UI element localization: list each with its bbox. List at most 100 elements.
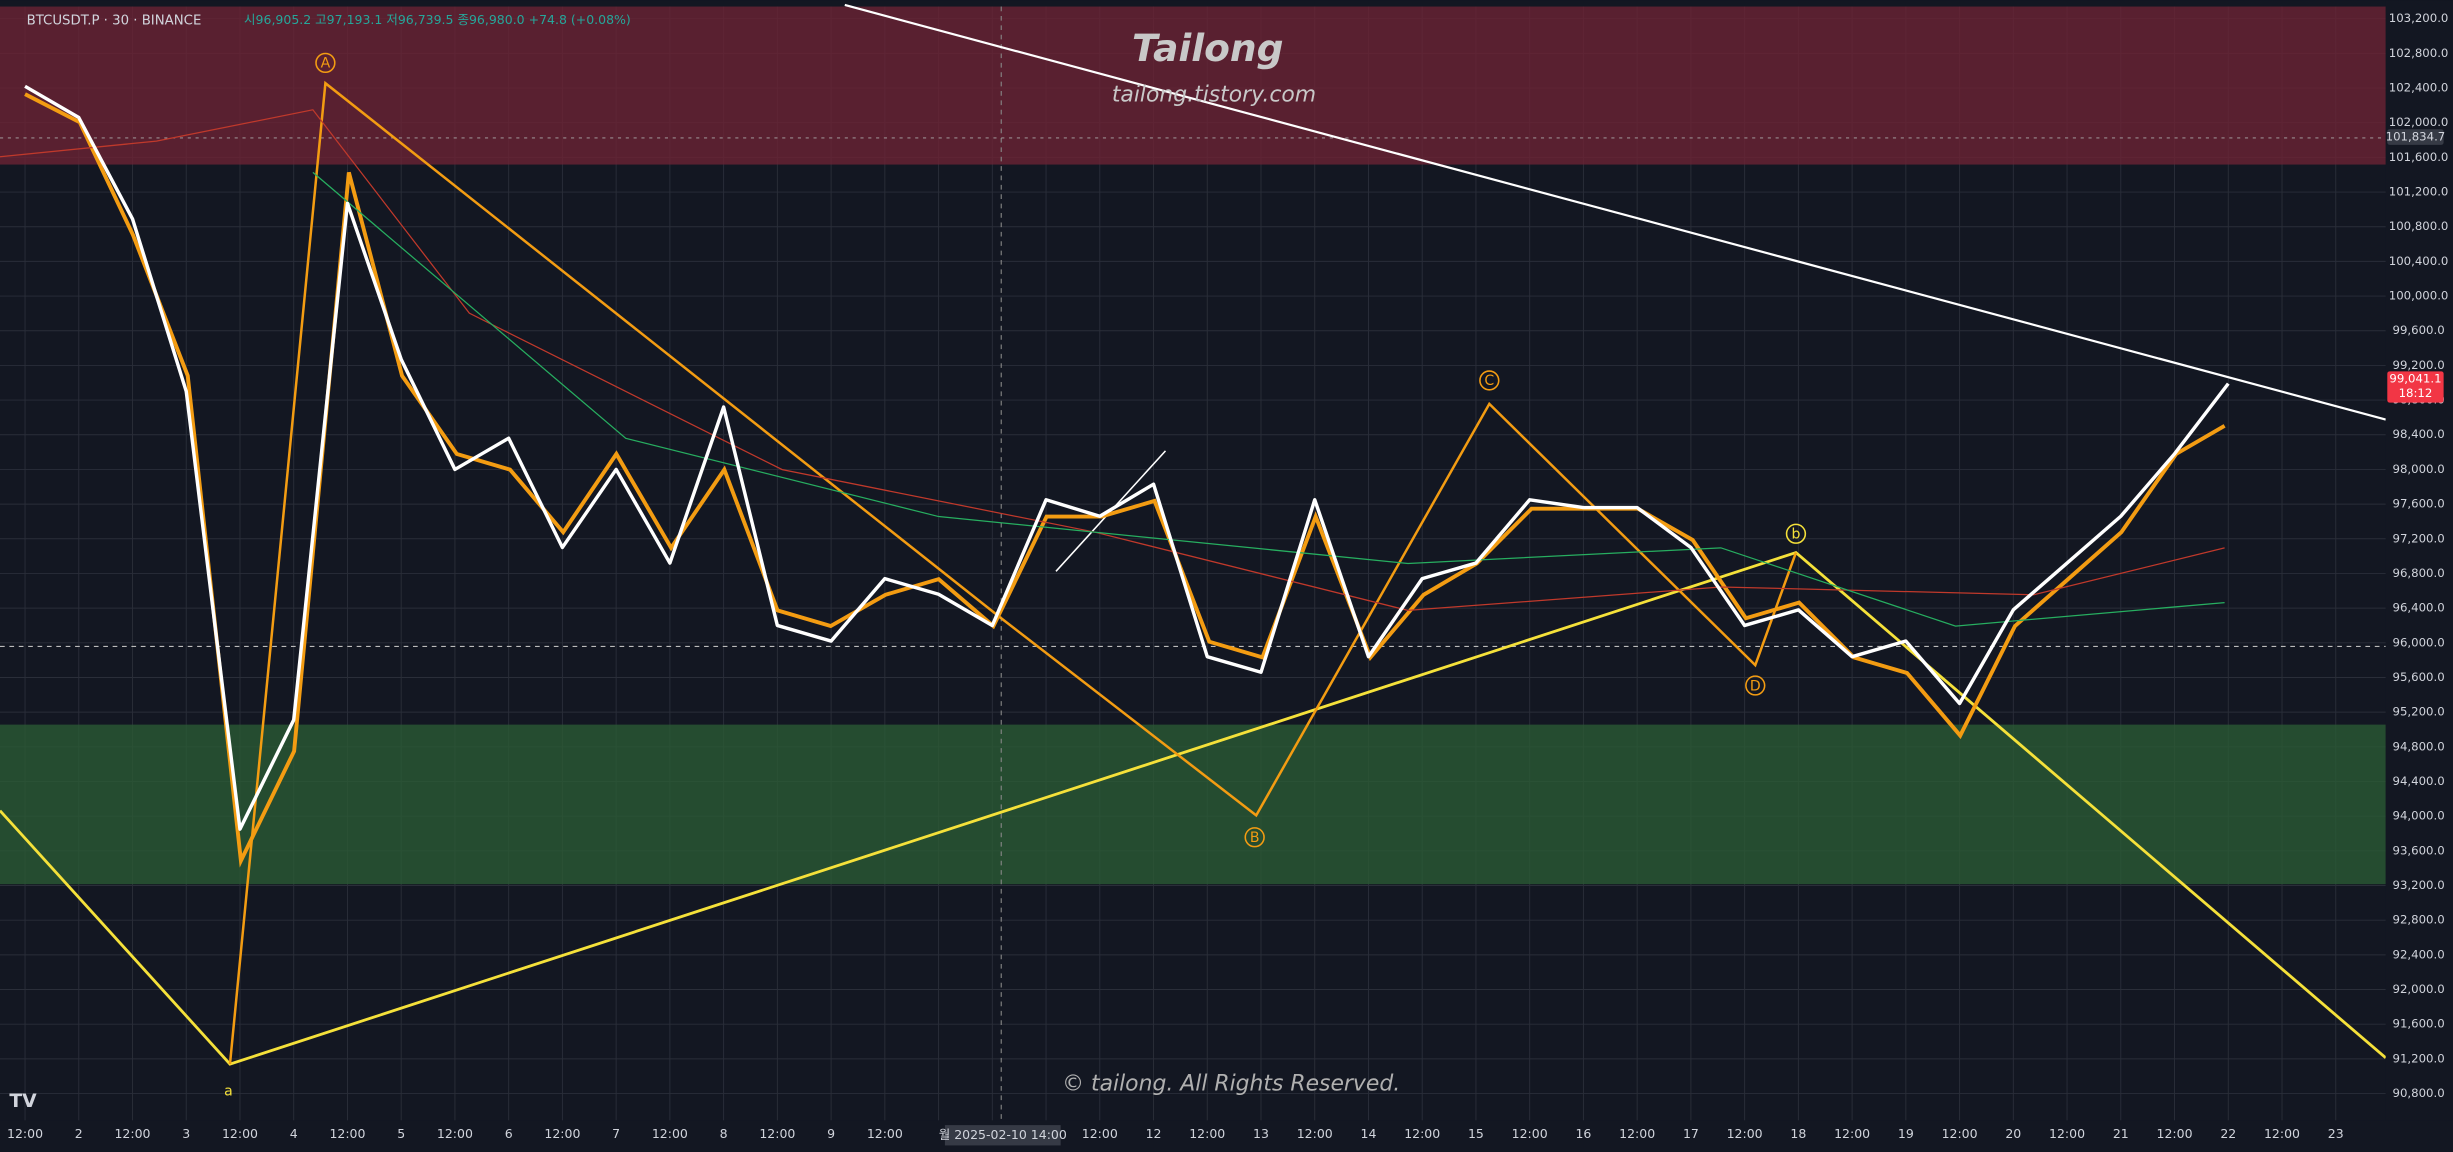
x-tick-label: 12:00 [544, 1126, 580, 1141]
x-tick-label: 7 [612, 1126, 620, 1141]
crosshair-label: 월 2025-02-10 14:00 [939, 1127, 1067, 1142]
y-tick-label: 96,000.0 [2392, 635, 2444, 649]
y-tick-label: 100,000.0 [2389, 289, 2449, 303]
price-line [24, 84, 2230, 831]
ohlc: 시96,905.2 고97,193.1 저96,739.5 종96,980.0 … [244, 12, 631, 27]
y-tick-label: 99,600.0 [2392, 323, 2444, 337]
moving-average-2 [0, 109, 2225, 612]
y-tick-label: 96,800.0 [2392, 566, 2444, 580]
x-tick-label: 9 [827, 1126, 835, 1141]
watermark-url: tailong.tistory.com [1112, 83, 1316, 108]
x-tick-label: 19 [1898, 1126, 1914, 1141]
price-tag [2387, 371, 2444, 403]
y-tick-label: 100,800.0 [2389, 219, 2449, 233]
crosshair-label-bg [944, 1125, 1061, 1146]
x-tick-label: 5 [397, 1126, 405, 1141]
y-tick-label: 91,600.0 [2392, 1017, 2444, 1031]
price-axis [2385, 0, 2453, 1152]
wave-circle [1785, 523, 1807, 544]
y-tick-label: 92,800.0 [2392, 913, 2444, 927]
y-tick-label: 103,200.0 [2389, 11, 2449, 25]
moving-average [24, 92, 2226, 868]
y-tick-label: 100,400.0 [2389, 254, 2449, 268]
triangle-line [0, 550, 2387, 1066]
grid [0, 6, 2386, 1121]
x-tick-label: 12:00 [2264, 1126, 2300, 1141]
wave-line [228, 80, 1798, 1065]
countdown: 18:12 [2399, 386, 2433, 400]
wave-circle [315, 52, 336, 74]
x-tick-label: 6 [505, 1126, 513, 1141]
x-tick-label: 12:00 [2157, 1126, 2193, 1141]
y-tick-label: 102,800.0 [2389, 46, 2449, 60]
y-tick-label: 96,400.0 [2392, 601, 2444, 615]
price-tag-label: 101,834.7 [2386, 130, 2446, 144]
x-tick-label: 23 [2328, 1126, 2344, 1141]
y-tick-label: 101,600.0 [2389, 150, 2449, 164]
price-tag [2387, 129, 2444, 145]
x-tick-label: 12:00 [7, 1126, 43, 1141]
x-tick-label: 16 [1575, 1126, 1591, 1141]
x-tick-label: 14 [1361, 1126, 1377, 1141]
wave-circle [1479, 370, 1500, 391]
y-tick-label: 101,200.0 [2389, 185, 2449, 199]
logo: TV [9, 1091, 37, 1112]
x-tick-label: 12:00 [867, 1126, 903, 1141]
y-tick-label: 91,200.0 [2392, 1051, 2444, 1065]
y-tick-label: 90,800.0 [2392, 1086, 2444, 1100]
x-tick-label: 12:00 [1619, 1126, 1655, 1141]
x-tick-label: 22 [2220, 1126, 2236, 1141]
x-tick-label: 8 [720, 1126, 728, 1141]
x-tick-label: 12:00 [1082, 1126, 1118, 1141]
support-zone [0, 724, 2386, 885]
x-tick-label: 21 [2113, 1126, 2129, 1141]
x-tick-label: 12:00 [759, 1126, 795, 1141]
x-tick-label: 12:00 [1512, 1126, 1548, 1141]
x-tick-label: 3 [182, 1126, 190, 1141]
y-tick-label: 95,200.0 [2392, 705, 2444, 719]
x-tick-label: 12 [1146, 1126, 1162, 1141]
x-tick-label: 12:00 [2049, 1126, 2085, 1141]
wave-label: A [321, 56, 331, 72]
y-tick-label: 95,600.0 [2392, 670, 2444, 684]
x-tick-label: 15 [1468, 1126, 1484, 1141]
y-tick-label: 102,400.0 [2389, 81, 2449, 95]
copyright: © tailong. All Rights Reserved. [1062, 1071, 1400, 1096]
x-tick-label: 12:00 [114, 1126, 150, 1141]
x-tick-label: 12:00 [437, 1126, 473, 1141]
x-tick-label: 12:00 [1834, 1126, 1870, 1141]
y-tick-label: 98,400.0 [2392, 427, 2444, 441]
x-tick-label: 13 [1253, 1126, 1269, 1141]
y-tick-label: 102,000.0 [2389, 115, 2449, 129]
y-tick-label: 97,600.0 [2392, 497, 2444, 511]
y-tick-label: 94,800.0 [2392, 739, 2444, 753]
moving-average-3 [312, 171, 2225, 627]
x-tick-label: 12:00 [1404, 1126, 1440, 1141]
x-tick-label: 12:00 [1727, 1126, 1763, 1141]
x-tick-label: 17 [1683, 1126, 1699, 1141]
wave-label: C [1484, 373, 1494, 389]
y-tick-label: 94,000.0 [2392, 809, 2444, 823]
y-tick-label: 98,000.0 [2392, 462, 2444, 476]
x-tick-label: 12:00 [222, 1126, 258, 1141]
x-tick-label: 12:00 [652, 1126, 688, 1141]
y-tick-label: 92,000.0 [2392, 982, 2444, 996]
y-tick-label: 93,200.0 [2392, 878, 2444, 892]
y-tick-label: 93,600.0 [2392, 843, 2444, 857]
wave-circle [1745, 675, 1766, 696]
wave-label: D [1750, 678, 1761, 694]
y-tick-label: 92,400.0 [2392, 947, 2444, 961]
wave-circle [1244, 827, 1265, 848]
y-tick-label: 97,200.0 [2392, 531, 2444, 545]
wave-label: a [224, 1083, 233, 1099]
wave-label: b [1791, 527, 1800, 543]
x-tick-label: 20 [2005, 1126, 2021, 1141]
y-tick-label: 99,200.0 [2392, 358, 2444, 372]
price-tag-label: 99,041.1 [2389, 372, 2441, 386]
x-tick-label: 18 [1790, 1126, 1806, 1141]
x-tick-label: 2 [75, 1126, 83, 1141]
wave-label: B [1250, 830, 1260, 846]
